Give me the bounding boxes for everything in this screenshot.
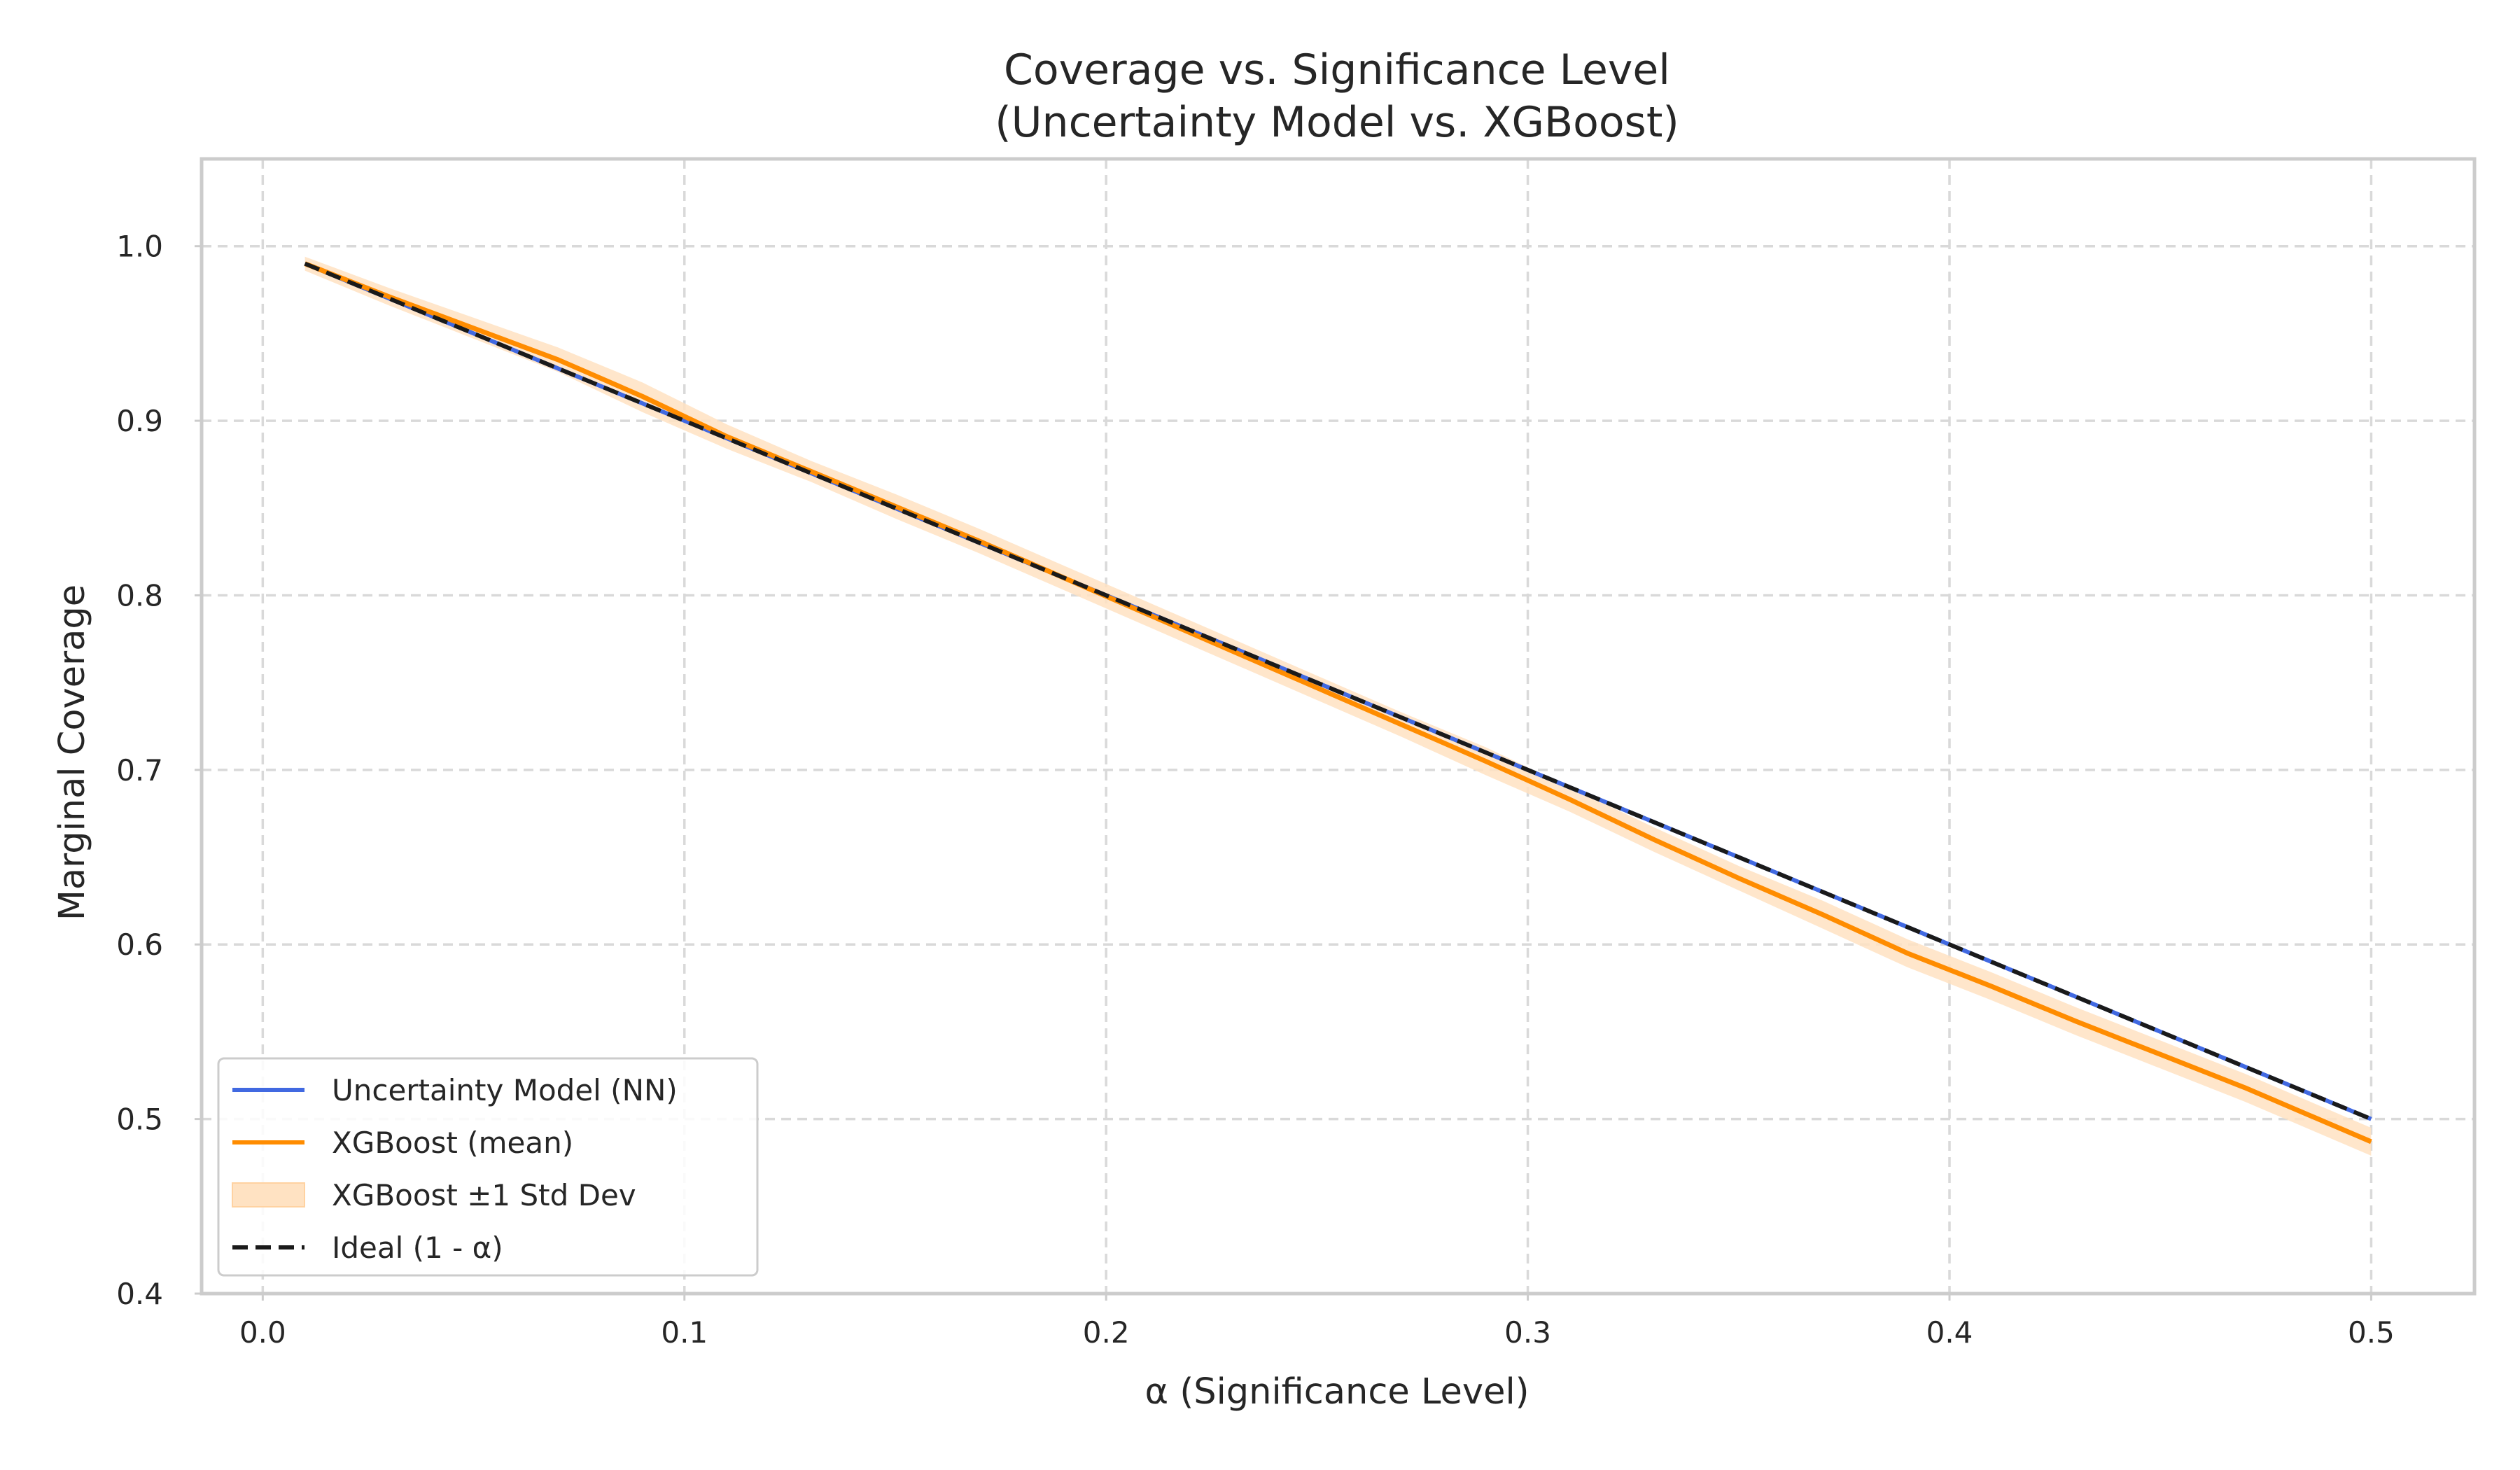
legend-swatch-band xyxy=(232,1182,305,1208)
axis-ticks: 0.0 0.1 0.2 0.3 0.4 0.5 0.4 0.5 0.6 0.7 0.8 0.9 1.0 xyxy=(116,230,2395,1350)
y-tick-label: 0.8 xyxy=(116,578,163,612)
legend: Uncertainty Model (NN) XGBoost (mean) XGBo… xyxy=(217,1057,759,1277)
chart-subtitle: (Uncertainty Model vs. XGBoost) xyxy=(995,98,1679,147)
x-tick-label: 0.4 xyxy=(1926,1315,1973,1350)
x-tick-label: 0.0 xyxy=(239,1315,286,1350)
legend-box xyxy=(217,1057,759,1277)
y-tick-label: 0.5 xyxy=(116,1102,163,1137)
ideal-line xyxy=(304,261,2372,1121)
x-axis-label: α (Significance Level) xyxy=(1144,1371,1529,1413)
legend-label: XGBoost (mean) xyxy=(332,1126,573,1160)
x-tick-label: 0.2 xyxy=(1083,1315,1130,1350)
x-tick-label: 0.5 xyxy=(2348,1315,2395,1350)
series-group xyxy=(304,256,2372,1156)
x-tick-label: 0.3 xyxy=(1504,1315,1551,1350)
x-tick-label: 0.1 xyxy=(661,1315,708,1350)
y-tick-label: 0.9 xyxy=(116,404,163,438)
y-axis-label: Marginal Coverage xyxy=(52,584,93,920)
y-tick-label: 0.6 xyxy=(116,927,163,962)
legend-label: Ideal (1 - α) xyxy=(332,1231,503,1265)
y-tick-label: 1.0 xyxy=(116,230,163,264)
legend-label: Uncertainty Model (NN) xyxy=(332,1073,678,1107)
y-tick-label: 0.4 xyxy=(116,1277,163,1311)
legend-label: XGBoost ±1 Std Dev xyxy=(332,1178,636,1212)
xgboost-mean-line xyxy=(304,261,2372,1144)
chart-title: Coverage vs. Significance Level xyxy=(1004,46,1670,94)
plot-frame xyxy=(200,157,2477,1296)
y-tick-label: 0.7 xyxy=(116,753,163,788)
